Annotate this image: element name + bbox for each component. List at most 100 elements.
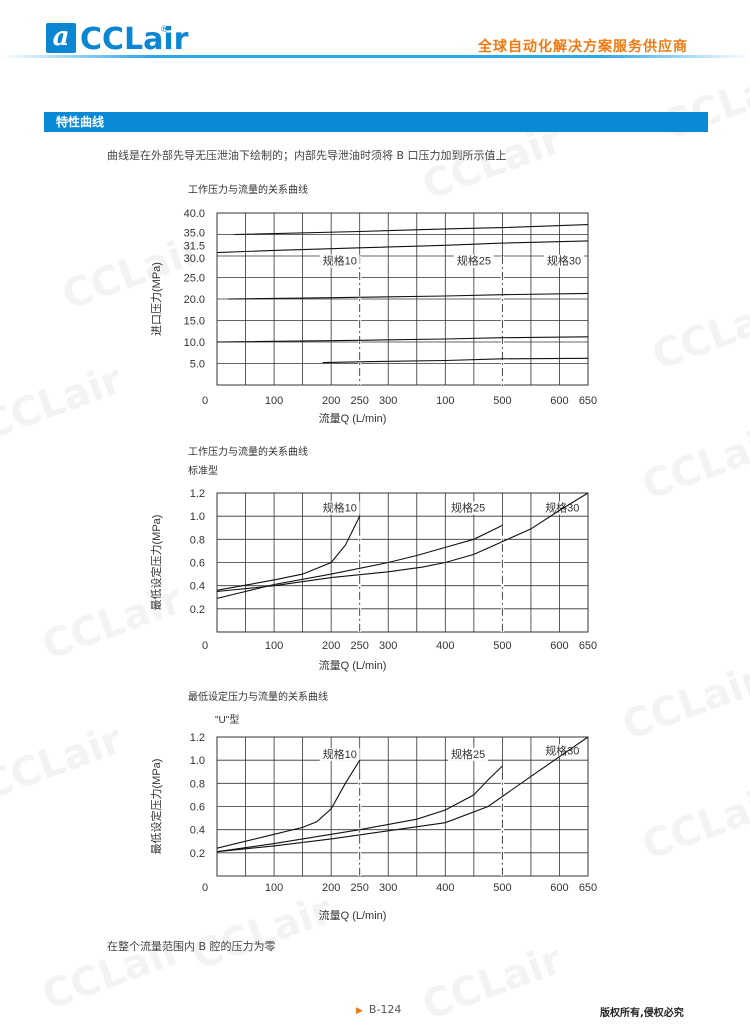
series-line-0 — [234, 224, 589, 236]
y-tick-label: 20.0 — [184, 294, 205, 306]
annotation-bg — [448, 501, 489, 515]
plot-frame — [216, 212, 589, 386]
series-line-2 — [216, 492, 589, 593]
x-tick-label: 500 — [493, 395, 511, 407]
y-tick-label: 1.0 — [190, 511, 205, 523]
header-divider — [0, 55, 750, 58]
y-tick-label: 1.2 — [190, 488, 205, 500]
x-tick-label: 200 — [322, 882, 340, 894]
y-tick-label: 1.0 — [190, 755, 205, 767]
y-tick-label: 31.5 — [184, 241, 205, 253]
series-line-1 — [216, 240, 589, 254]
y-tick-label: 25.0 — [184, 273, 205, 285]
size-label: 规格30 — [545, 501, 579, 515]
y-tick-label: 0.2 — [190, 604, 205, 616]
x-tick-label: 250 — [351, 640, 369, 652]
series-line-2 — [216, 736, 589, 853]
x-tick-label: 600 — [550, 395, 568, 407]
size-label: 规格10 — [323, 747, 357, 761]
size-label: 规格30 — [547, 254, 581, 268]
y-tick-label: 40.0 — [184, 208, 205, 220]
logo-mark: a — [46, 23, 76, 53]
y-axis-label: 最低设定压力(MPa) — [149, 759, 163, 855]
x-tick-label: 650 — [579, 395, 597, 407]
y-tick-label: 35.0 — [184, 228, 205, 240]
chart-subtitle: 标准型 — [188, 464, 218, 477]
x-tick-label: 100 — [265, 640, 283, 652]
size-label: 规格25 — [451, 747, 485, 761]
y-tick-label: 1.2 — [190, 732, 205, 744]
x-tick-label: 250 — [351, 882, 369, 894]
annotation-bg — [542, 501, 583, 515]
x-tick-label: 500 — [493, 882, 511, 894]
y-tick-label: 0.4 — [190, 581, 205, 593]
arrow-right-icon: ▶ — [356, 1006, 363, 1016]
x-tick-label: 0 — [202, 882, 208, 894]
x-tick-label: 200 — [322, 395, 340, 407]
logo-text: CCLair — [80, 22, 189, 57]
y-axis-label: 进口压力(MPa) — [150, 262, 163, 336]
y-tick-label: 0.6 — [190, 802, 205, 814]
intro-text: 曲线是在外部先导无压泄油下绘制的；内部先导泄油时须将 B 口压力加到所示值上 — [107, 149, 507, 162]
x-tick-label: 100 — [436, 395, 454, 407]
size-label: 规格30 — [545, 743, 579, 757]
series-line-3 — [216, 336, 589, 343]
x-tick-label: 300 — [379, 882, 397, 894]
page-number-text: B-124 — [368, 1003, 402, 1016]
x-axis-label: 流量Q (L/min) — [319, 658, 387, 672]
size-label: 规格25 — [457, 254, 491, 268]
y-tick-label: 30.0 — [184, 253, 205, 265]
plot-frame — [216, 492, 589, 633]
x-tick-label: 0 — [202, 640, 208, 652]
y-tick-label: 0.8 — [190, 778, 205, 790]
y-tick-label: 10.0 — [184, 337, 205, 349]
x-tick-label: 500 — [493, 640, 511, 652]
y-tick-label: 5.0 — [190, 359, 205, 371]
x-tick-label: 300 — [379, 395, 397, 407]
series-line-0 — [216, 759, 361, 849]
section-title: 特性曲线 — [44, 112, 708, 132]
x-tick-label: 400 — [436, 640, 454, 652]
x-axis-label: 流量Q (L/min) — [319, 908, 387, 922]
registered-mark: ® — [160, 25, 169, 35]
y-tick-label: 0.2 — [190, 848, 205, 860]
series-line-1 — [216, 765, 503, 853]
y-tick-label: 0.6 — [190, 558, 205, 570]
x-tick-label: 400 — [436, 882, 454, 894]
plot-frame — [216, 736, 589, 877]
x-tick-label: 600 — [550, 882, 568, 894]
x-tick-label: 300 — [379, 640, 397, 652]
slogan: 全球自动化解决方案服务供应商 — [478, 39, 688, 55]
footnote: 在整个流量范围内 B 腔的压力为零 — [107, 940, 276, 953]
x-tick-label: 200 — [322, 640, 340, 652]
page-number: ▶ B-124 — [356, 1003, 401, 1016]
x-tick-label: 100 — [265, 882, 283, 894]
annotation-bg — [319, 254, 360, 268]
x-tick-label: 100 — [265, 395, 283, 407]
y-tick-label: 0.4 — [190, 825, 205, 837]
annotation-bg — [448, 747, 489, 761]
chart-title: 最低设定压力与流量的关系曲线 — [188, 690, 328, 703]
chart-subtitle: "U"型 — [215, 713, 239, 726]
annotation-bg — [319, 501, 360, 515]
x-tick-label: 650 — [579, 882, 597, 894]
y-axis-label: 最低设定压力(MPa) — [149, 515, 163, 611]
chart-title: 工作压力与流量的关系曲线 — [188, 445, 308, 458]
size-label: 规格25 — [451, 501, 485, 515]
series-line-0 — [216, 515, 361, 591]
chart-title: 工作压力与流量的关系曲线 — [188, 183, 308, 196]
x-tick-label: 650 — [579, 640, 597, 652]
series-line-2 — [228, 292, 589, 300]
x-tick-label: 600 — [550, 640, 568, 652]
copyright: 版权所有,侵权必究 — [600, 1008, 684, 1019]
y-tick-label: 15.0 — [184, 316, 205, 328]
size-label: 规格10 — [323, 501, 357, 515]
x-tick-label: 250 — [351, 395, 369, 407]
annotation-bg — [319, 747, 360, 761]
annotation-bg — [544, 254, 585, 268]
size-label: 规格10 — [323, 254, 357, 268]
x-axis-label: 流量Q (L/min) — [319, 411, 387, 425]
x-tick-label: 0 — [202, 395, 208, 407]
annotation-bg — [453, 254, 494, 268]
